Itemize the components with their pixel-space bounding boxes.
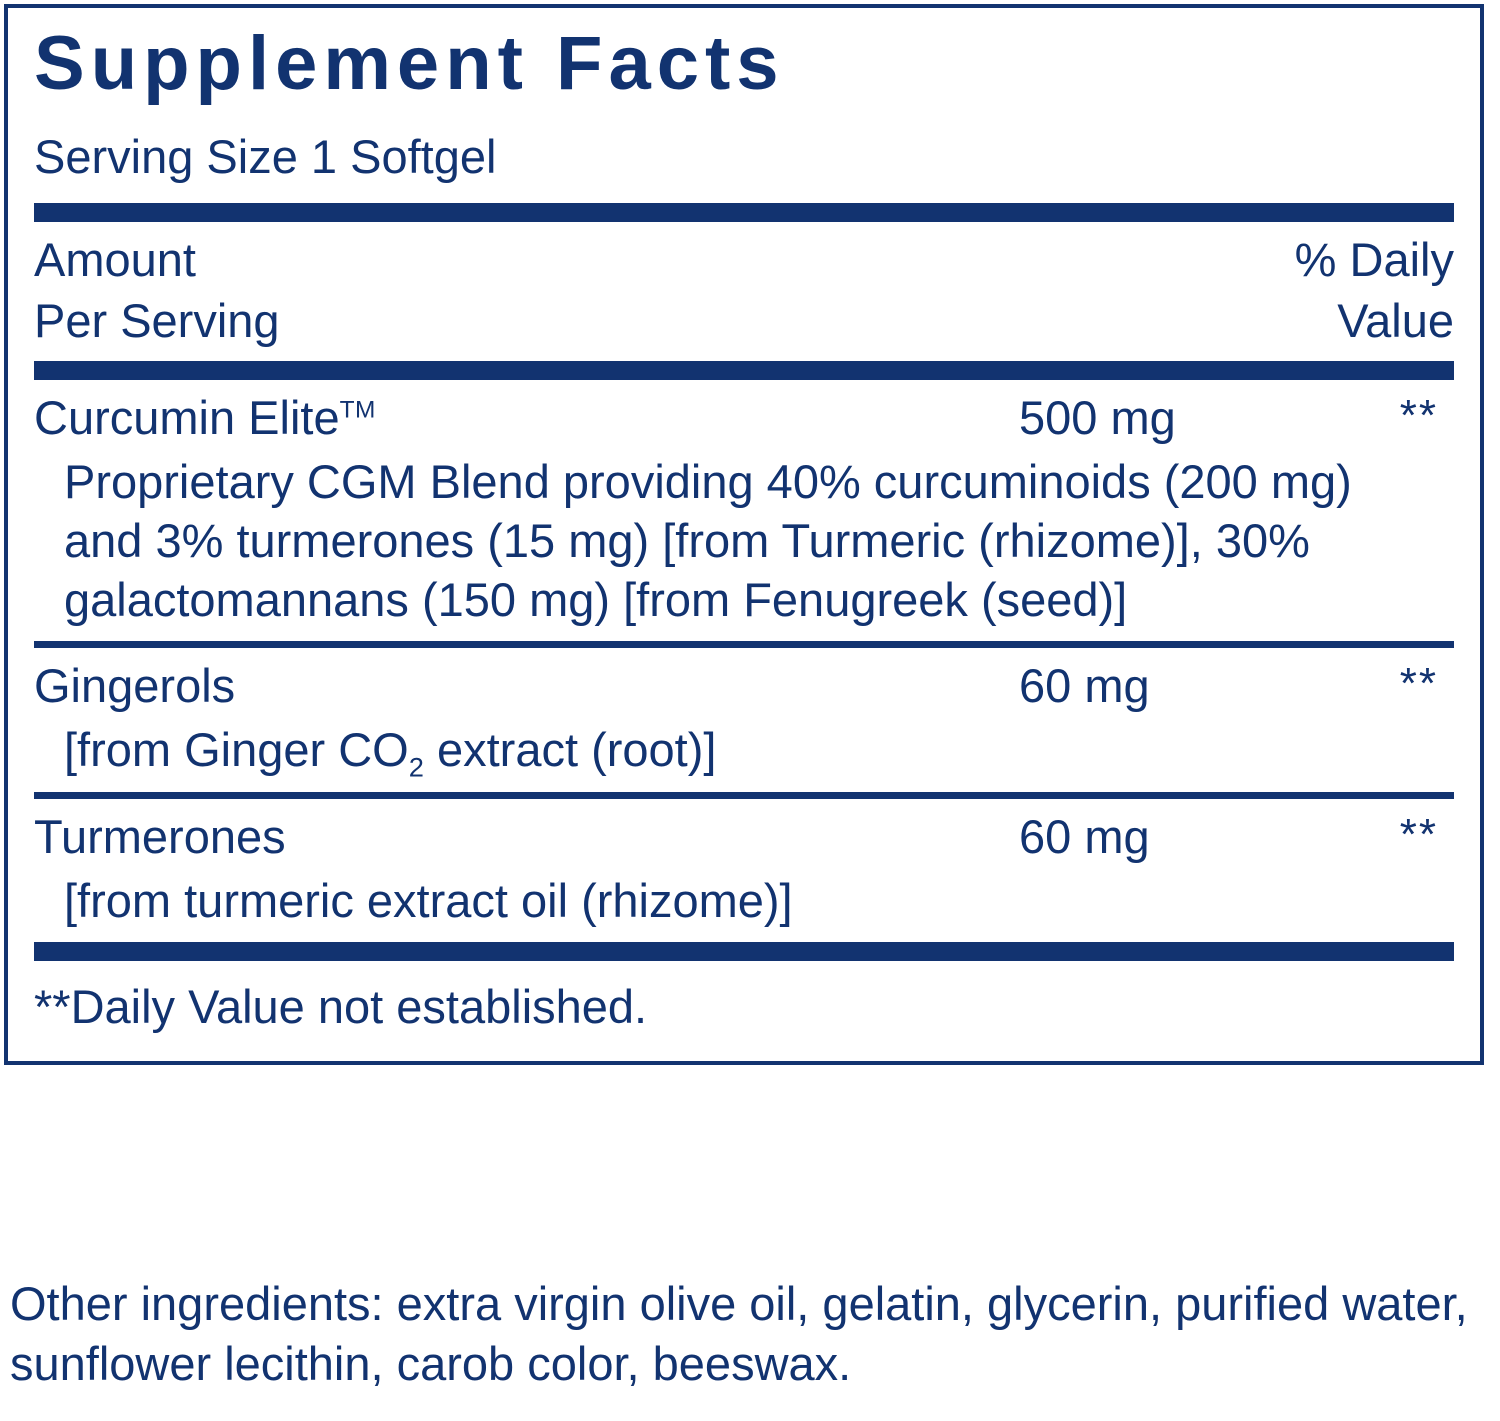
amount-header-line1: Amount [34,233,196,287]
nutrient-daily-value: ** [1399,659,1438,709]
serving-size-text: Serving Size 1 Softgel [34,130,497,183]
nutrient-main-line: Curcumin EliteTM 500 mg ** [34,390,1454,450]
column-headers: Amount Per Serving % Daily Value [34,222,1454,360]
nutrient-name: Turmerones [34,809,286,863]
amount-header-line2: Per Serving [34,293,280,347]
table-row: Curcumin EliteTM 500 mg ** Proprietary C… [34,380,1454,642]
page-title: Supplement Facts [34,21,785,106]
amount-per-serving-header: Amount Per Serving [34,230,1454,350]
nutrient-daily-value: ** [1399,390,1438,440]
nutrient-amount: 500 mg [1019,390,1176,444]
nutrient-daily-value: ** [1399,809,1438,859]
nutrient-main-line: Turmerones 60 mg ** [34,809,1454,869]
divider-thick-footnote [34,941,1454,961]
table-row: Turmerones 60 mg ** [from turmeric extra… [34,799,1454,942]
nutrient-name-text: Curcumin Elite [34,390,340,444]
nutrient-description: Proprietary CGM Blend providing 40% curc… [64,454,1352,627]
trademark-symbol: TM [339,396,376,423]
divider-thin-2 [34,791,1454,799]
table-row: Gingerols 60 mg ** [from Ginger CO2 extr… [34,648,1454,791]
nutrient-description-pre: [from Ginger CO [64,723,409,777]
nutrient-description: [from turmeric extract oil (rhizome)] [64,873,793,927]
daily-value-footnote: **Daily Value not established. [34,979,648,1033]
supplement-facts-panel: Supplement Facts Serving Size 1 Softgel … [4,4,1484,1066]
divider-thick-headers [34,360,1454,380]
nutrient-description-post: extract (root)] [423,723,717,777]
nutrient-name: Gingerols [34,659,236,713]
subscript-two: 2 [408,751,424,783]
daily-value-header: % Daily Value [1295,230,1454,350]
daily-value-header-line1: % Daily [1294,233,1454,287]
nutrient-amount: 60 mg [1019,659,1150,713]
other-ingredients-text: Other ingredients: extra virgin olive oi… [10,1277,1468,1391]
divider-thin-1 [34,641,1454,649]
nutrient-main-line: Gingerols 60 mg ** [34,658,1454,718]
divider-thick-top [34,203,1454,223]
nutrient-amount: 60 mg [1019,809,1150,863]
nutrient-description: [from Ginger CO2 extract (root)] [34,720,1454,781]
daily-value-header-line2: Value [1337,293,1454,347]
nutrient-name: Curcumin EliteTM [34,390,376,445]
